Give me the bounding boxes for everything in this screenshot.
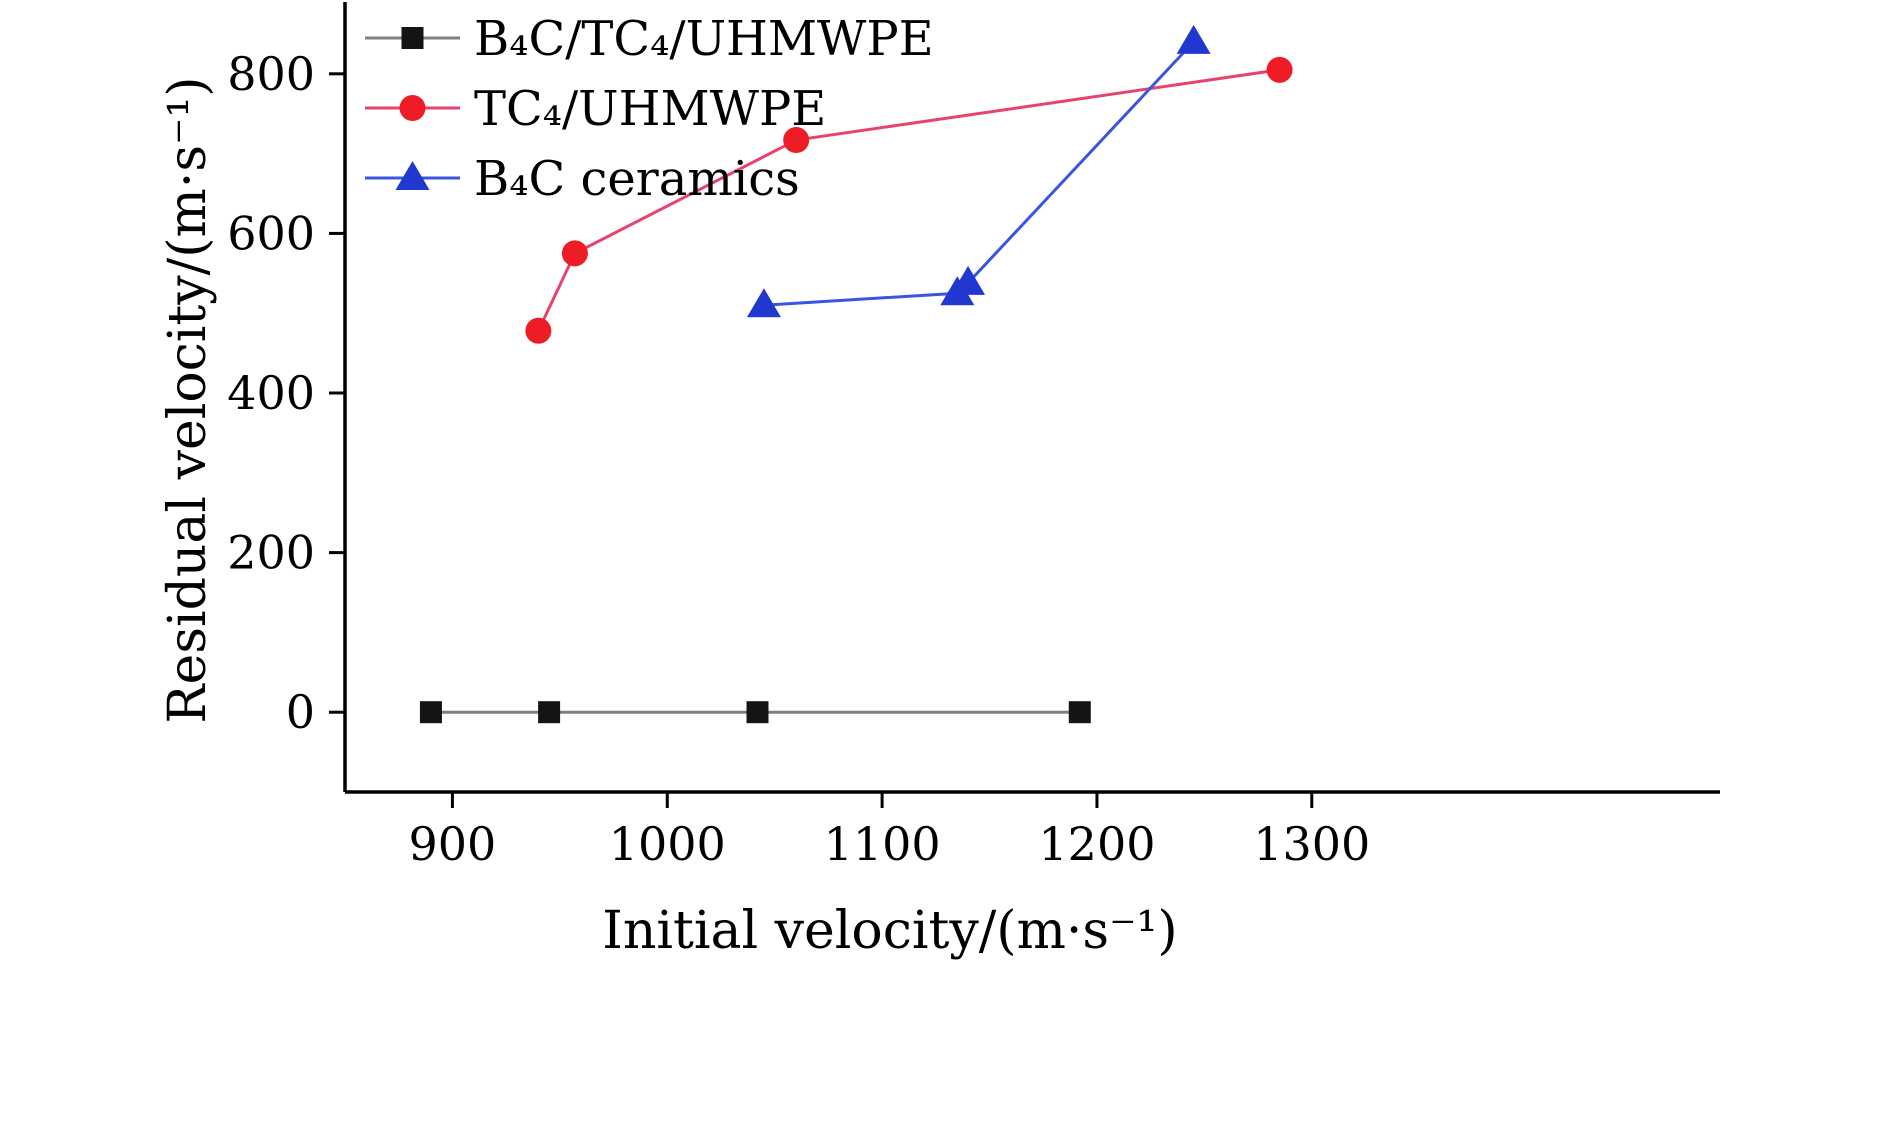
x-axis-title: Initial velocity/(m·s⁻¹) bbox=[602, 901, 1177, 961]
circle-marker bbox=[525, 317, 552, 344]
legend-item: B₄C ceramics bbox=[365, 151, 800, 207]
triangle-marker bbox=[746, 288, 781, 318]
y-axis-title: Residual velocity/(m·s⁻¹) bbox=[158, 76, 218, 723]
square-marker bbox=[538, 701, 561, 724]
series-3 bbox=[746, 24, 1211, 318]
legend-item: B₄C/TC₄/UHMWPE bbox=[365, 11, 934, 67]
legend-item: TC₄/UHMWPE bbox=[365, 81, 826, 137]
legend: B₄C/TC₄/UHMWPE TC₄/UHMWPE B₄C ceramics bbox=[365, 11, 934, 207]
square-marker bbox=[401, 27, 424, 49]
series-1 bbox=[419, 701, 1091, 724]
square-marker bbox=[419, 701, 442, 724]
x-tick-label: 1000 bbox=[609, 817, 726, 871]
triangle-marker bbox=[951, 265, 986, 295]
series-line bbox=[537, 68, 1280, 332]
series-2 bbox=[525, 56, 1293, 344]
square-marker bbox=[746, 701, 769, 724]
circle-marker bbox=[561, 240, 588, 267]
y-tick-label: 800 bbox=[227, 47, 315, 101]
circle-marker bbox=[399, 95, 426, 121]
legend-label: TC₄/UHMWPE bbox=[474, 81, 826, 137]
x-tick-label: 1100 bbox=[824, 817, 941, 871]
legend-label: B₄C ceramics bbox=[474, 151, 800, 207]
legend-label: B₄C/TC₄/UHMWPE bbox=[474, 11, 934, 67]
y-tick-label: 0 bbox=[286, 685, 315, 739]
square-marker bbox=[1068, 701, 1091, 724]
x-tick-label: 900 bbox=[409, 817, 497, 871]
x-tick-label: 1200 bbox=[1038, 817, 1155, 871]
y-tick-label: 600 bbox=[227, 206, 315, 260]
x-tick-label: 1300 bbox=[1253, 817, 1370, 871]
y-tick-label: 200 bbox=[227, 526, 315, 580]
circle-marker bbox=[1266, 56, 1293, 83]
series-line bbox=[763, 40, 1195, 307]
triangle-marker bbox=[1176, 24, 1211, 54]
y-tick-label: 400 bbox=[227, 366, 315, 420]
triangle-marker bbox=[395, 161, 430, 190]
circle-marker bbox=[783, 127, 810, 154]
